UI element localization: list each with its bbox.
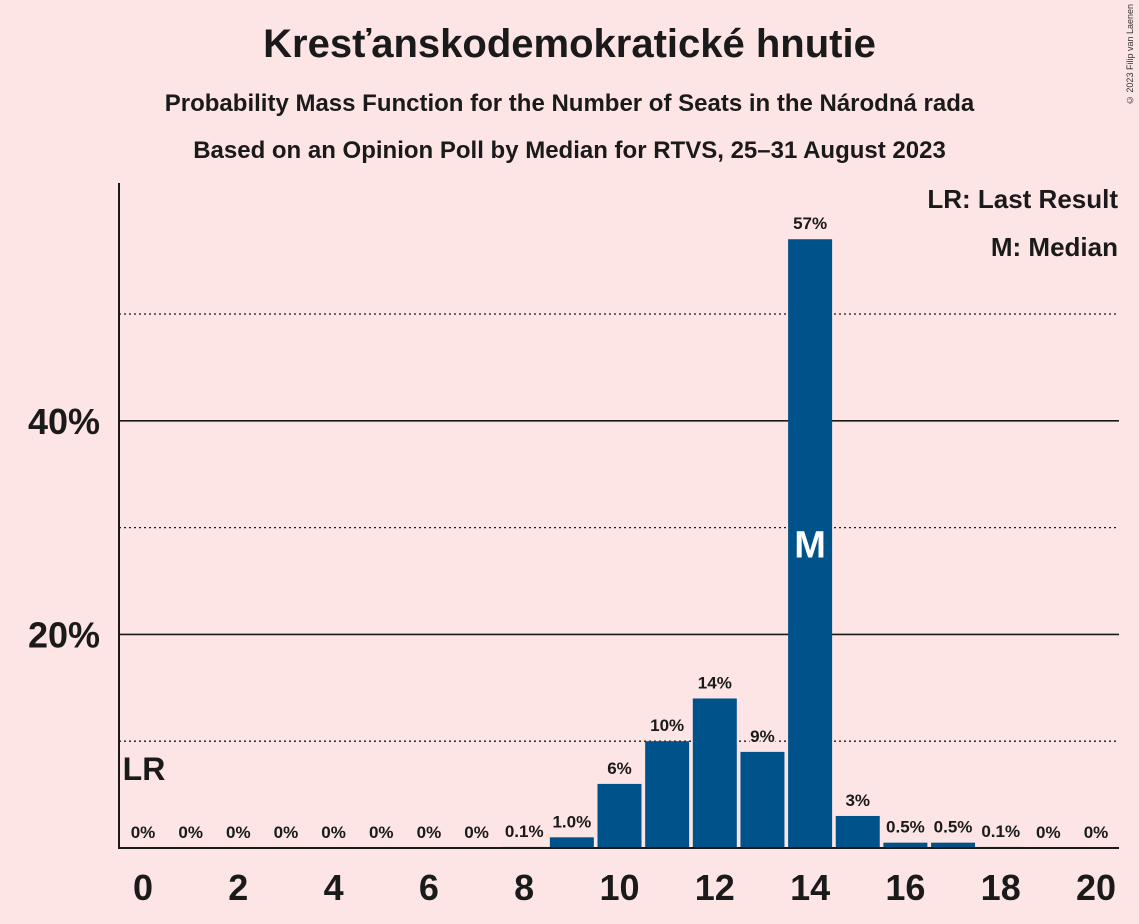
data-label: 0% — [178, 823, 203, 842]
data-label: 14% — [698, 673, 732, 692]
x-tick-label: 10 — [599, 867, 639, 908]
chart-subtitle: Probability Mass Function for the Number… — [164, 90, 975, 117]
data-label: 57% — [793, 214, 827, 233]
x-tick-label: 4 — [324, 867, 344, 908]
bar — [788, 239, 833, 849]
bar — [692, 698, 737, 848]
x-tick-label: 14 — [790, 867, 830, 908]
bar — [549, 837, 594, 848]
bar — [740, 751, 785, 848]
data-label: 0% — [321, 823, 346, 842]
data-label: 0.1% — [981, 822, 1020, 841]
chart-title: Kresťanskodemokratické hnutie — [263, 22, 876, 66]
data-label: 6% — [607, 759, 632, 778]
data-label: 0% — [274, 823, 299, 842]
x-tick-label: 2 — [228, 867, 248, 908]
data-label: 0.1% — [505, 822, 544, 841]
data-label: 3% — [845, 791, 870, 810]
data-label: 9% — [750, 727, 775, 746]
y-tick-label: 20% — [28, 614, 100, 655]
x-tick-label: 12 — [695, 867, 735, 908]
legend-median: M: Median — [990, 232, 1118, 262]
x-tick-label: 8 — [514, 867, 534, 908]
bar — [835, 815, 880, 848]
chart-source: Based on an Opinion Poll by Median for R… — [193, 137, 946, 164]
x-tick-label: 18 — [981, 867, 1021, 908]
x-tick-label: 20 — [1076, 867, 1116, 908]
bar — [597, 783, 642, 848]
legend-last-result: LR: Last Result — [927, 184, 1118, 214]
data-label: 0.5% — [934, 818, 973, 837]
y-tick-label: 40% — [28, 401, 100, 442]
data-label: 0.5% — [886, 818, 925, 837]
median-marker: M — [794, 525, 826, 567]
last-result-marker: LR — [123, 751, 166, 787]
data-label: 0% — [369, 823, 394, 842]
data-label: 0% — [464, 823, 489, 842]
data-label: 10% — [650, 716, 684, 735]
x-tick-label: 6 — [419, 867, 439, 908]
data-label: 0% — [226, 823, 251, 842]
data-label: 0% — [1036, 823, 1061, 842]
bar — [931, 842, 976, 848]
data-label: 0% — [417, 823, 442, 842]
data-label: 1.0% — [552, 812, 591, 831]
data-label: 0% — [1084, 823, 1109, 842]
bar — [645, 741, 690, 848]
x-tick-label: 0 — [133, 867, 153, 908]
data-label: 0% — [131, 823, 156, 842]
bar — [883, 842, 928, 848]
x-tick-label: 16 — [885, 867, 925, 908]
